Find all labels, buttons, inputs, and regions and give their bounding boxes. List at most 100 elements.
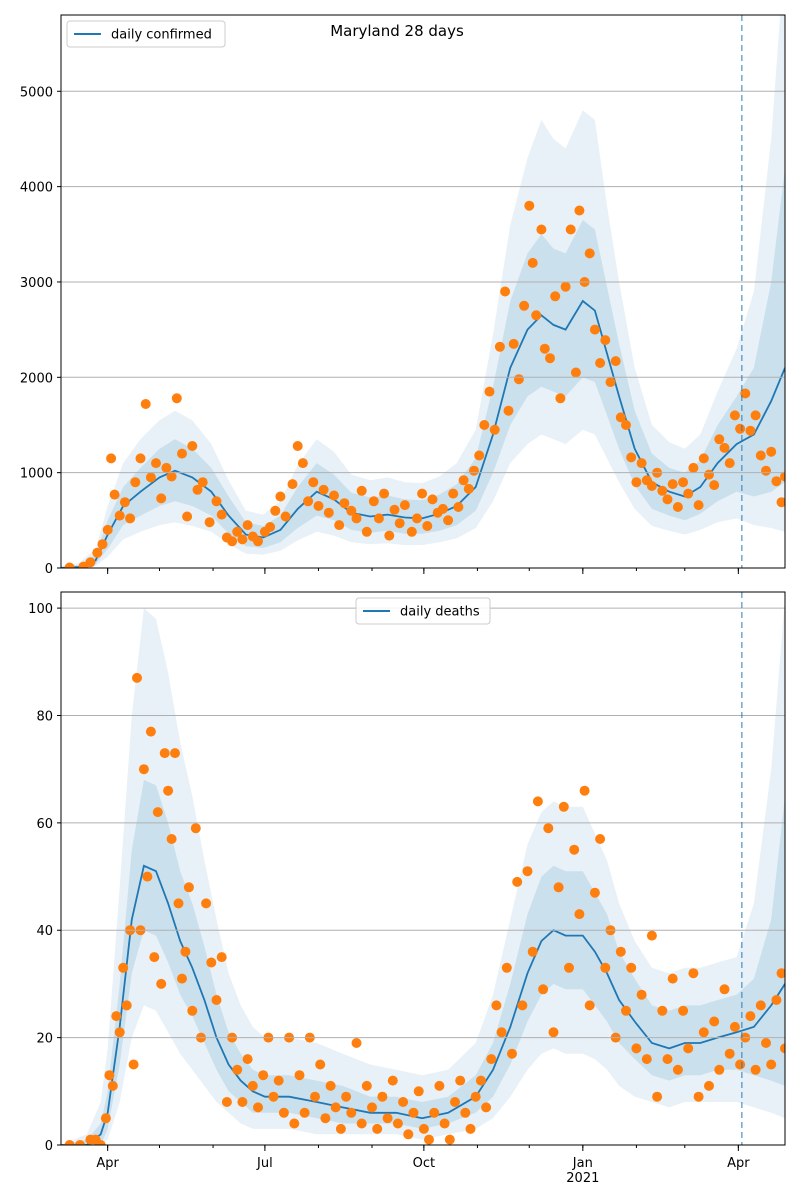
observed-point (475, 1075, 486, 1086)
observed-point (145, 726, 156, 737)
observed-point (489, 424, 500, 435)
y-tick-label: 80 (36, 709, 53, 724)
observed-point (429, 1107, 440, 1118)
observed-point (107, 1080, 118, 1091)
observed-point (106, 453, 117, 464)
chart-title: Maryland 28 days (330, 22, 464, 40)
observed-point (709, 1016, 720, 1027)
observed-point (382, 1113, 393, 1124)
y-tick-label: 4000 (20, 181, 53, 196)
observed-point (356, 1118, 367, 1129)
observed-point (125, 513, 136, 524)
observed-point (524, 200, 535, 211)
observed-point (553, 882, 564, 893)
observed-point (392, 1118, 403, 1129)
observed-point (615, 412, 626, 423)
y-tick-label: 20 (36, 1032, 53, 1047)
observed-point (463, 483, 474, 494)
observed-point (683, 488, 694, 499)
observed-point (297, 458, 308, 469)
observed-point (135, 453, 146, 464)
observed-point (418, 1123, 429, 1134)
observed-point (149, 952, 160, 963)
observed-point (469, 465, 479, 476)
observed-point (724, 458, 735, 469)
observed-point (564, 962, 574, 973)
observed-point (740, 388, 751, 399)
observed-point (187, 1005, 198, 1016)
observed-point (97, 539, 108, 550)
observed-point (361, 526, 372, 537)
observed-point (584, 248, 595, 259)
observed-point (474, 450, 485, 461)
observed-point (735, 1059, 746, 1070)
observed-point (242, 520, 253, 531)
observed-point (470, 1091, 481, 1102)
observed-point (159, 748, 170, 759)
observed-point (458, 475, 469, 486)
observed-point (481, 1102, 492, 1113)
observed-point (190, 823, 201, 834)
observed-point (532, 796, 543, 807)
observed-point (443, 515, 454, 526)
observed-point (621, 420, 631, 430)
observed-point (275, 491, 286, 502)
observed-point (161, 462, 172, 473)
observed-point (334, 520, 345, 531)
confirmed-subplot: Maryland 28 days 0 1000 2000 3000 4000 5000 da… (20, 14, 786, 577)
observed-point (595, 358, 606, 368)
observed-point (484, 386, 495, 397)
observed-point (626, 452, 637, 463)
observed-point (424, 1134, 434, 1145)
observed-point (439, 1118, 450, 1129)
observed-point (339, 498, 350, 509)
observed-point (201, 898, 212, 909)
observed-point (755, 1000, 766, 1011)
observed-point (292, 441, 303, 451)
observed-point (750, 410, 761, 421)
observed-point (646, 930, 657, 941)
observed-point (657, 485, 668, 496)
observed-point (750, 1064, 761, 1075)
observed-point (163, 785, 174, 796)
observed-point (434, 1080, 445, 1091)
observed-point (166, 471, 177, 482)
observed-point (303, 496, 314, 507)
observed-point (724, 1048, 735, 1059)
observed-point (460, 1107, 471, 1118)
observed-point (313, 501, 324, 511)
y-tick-label: 0 (45, 1139, 53, 1154)
observed-point (323, 507, 334, 518)
observed-point (615, 946, 626, 957)
observed-point (180, 946, 191, 957)
model-line (61, 864, 785, 1145)
x-tick-label: Apr (727, 1156, 750, 1171)
observed-point (453, 502, 464, 512)
observed-point (512, 876, 523, 887)
observed-point (519, 300, 530, 311)
plot-area (61, 15, 785, 568)
observed-point (412, 513, 422, 524)
observed-point (517, 1000, 528, 1011)
observed-point (507, 1048, 517, 1059)
observed-point (114, 1027, 125, 1038)
observed-point (335, 1123, 346, 1134)
observed-point (610, 356, 621, 367)
observed-point (187, 441, 198, 451)
observed-point (631, 1043, 642, 1054)
observed-point (545, 353, 555, 364)
observed-point (308, 477, 319, 488)
x-year-label: 2021 (566, 1171, 599, 1186)
observed-point (501, 962, 512, 973)
observed-point (138, 764, 149, 775)
observed-point (329, 490, 339, 501)
observed-point (341, 1091, 352, 1102)
observed-point (128, 1059, 139, 1070)
observed-point (121, 1000, 132, 1011)
observed-point (273, 1075, 284, 1086)
observed-point (64, 1140, 75, 1145)
observed-point (211, 995, 222, 1005)
observed-point (574, 909, 585, 920)
observed-point (151, 458, 161, 469)
observed-point (75, 1140, 85, 1145)
